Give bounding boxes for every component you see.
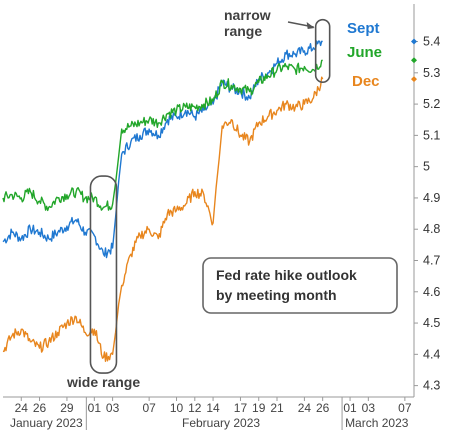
x-tick-label-2: 29 [60, 401, 74, 415]
x-tick-label-1: 26 [33, 401, 47, 415]
wide-range-label: wide range [66, 374, 140, 390]
x-tick-label-7: 12 [188, 401, 202, 415]
series-line-june [2, 59, 323, 212]
legend-label-dec: Dec [352, 73, 380, 90]
x-tick-label-6: 10 [170, 401, 184, 415]
y-tick-label-1: 4.4 [423, 347, 440, 361]
y-tick-label-5: 4.8 [423, 222, 440, 236]
x-tick-label-0: 24 [15, 401, 29, 415]
month-label-2: March 2023 [345, 416, 409, 430]
x-tick-label-9: 17 [234, 401, 248, 415]
y-tick-label-11: 5.4 [423, 35, 440, 49]
caption-box [202, 257, 398, 314]
y-tick-label-2: 4.5 [423, 316, 440, 330]
x-tick-label-12: 24 [298, 401, 312, 415]
y-tick-label-4: 4.7 [423, 253, 440, 267]
y-tick-label-10: 5.3 [423, 66, 440, 80]
series-line-dec [2, 76, 324, 362]
legend-label-sept: Sept [347, 20, 380, 37]
series-layer [2, 40, 324, 362]
x-tick-label-10: 19 [252, 401, 266, 415]
y-tick-label-6: 4.9 [423, 191, 440, 205]
y-tick-label-0: 4.3 [423, 379, 440, 393]
narrow-range-arrowhead [306, 22, 315, 29]
caption-line-2: by meeting month [216, 287, 337, 303]
x-tick-label-11: 21 [270, 401, 284, 415]
x-tick-label-5: 07 [142, 401, 156, 415]
y-tick-label-8: 5.1 [423, 128, 440, 142]
x-tick-label-13: 26 [316, 401, 330, 415]
x-tick-label-16: 07 [398, 401, 412, 415]
axis-layer: 4.3 4.4 4.5 4.6 4.7 4.8 4.9 5 5.1 5.2 5.3 5.4 24 26 29… [3, 4, 440, 430]
y-tick-label-3: 4.6 [423, 285, 440, 299]
x-tick-label-3: 01 [88, 401, 102, 415]
legend-label-june: June [347, 44, 382, 61]
caption-line-1: Fed rate hike outlook [216, 267, 357, 283]
x-tick-label-8: 14 [206, 401, 220, 415]
y-tick-label-9: 5.2 [423, 97, 440, 111]
legend-layer: Sept June Dec [347, 20, 417, 90]
y-tick-label-7: 5 [423, 160, 430, 174]
narrow-range-label-line-2: range [224, 23, 262, 39]
month-label-0: January 2023 [10, 416, 83, 430]
wide-range-highlight [89, 175, 118, 374]
last-value-marker-sept [411, 38, 417, 45]
last-value-marker-dec [411, 76, 417, 83]
x-tick-label-14: 01 [343, 401, 357, 415]
last-value-marker-june [411, 57, 417, 64]
x-tick-label-4: 03 [106, 401, 120, 415]
x-tick-label-15: 03 [362, 401, 376, 415]
series-line-sept [2, 40, 323, 259]
narrow-range-highlight [314, 18, 331, 84]
narrow-range-label-line-1: narrow [224, 7, 271, 23]
month-label-1: February 2023 [182, 416, 260, 430]
